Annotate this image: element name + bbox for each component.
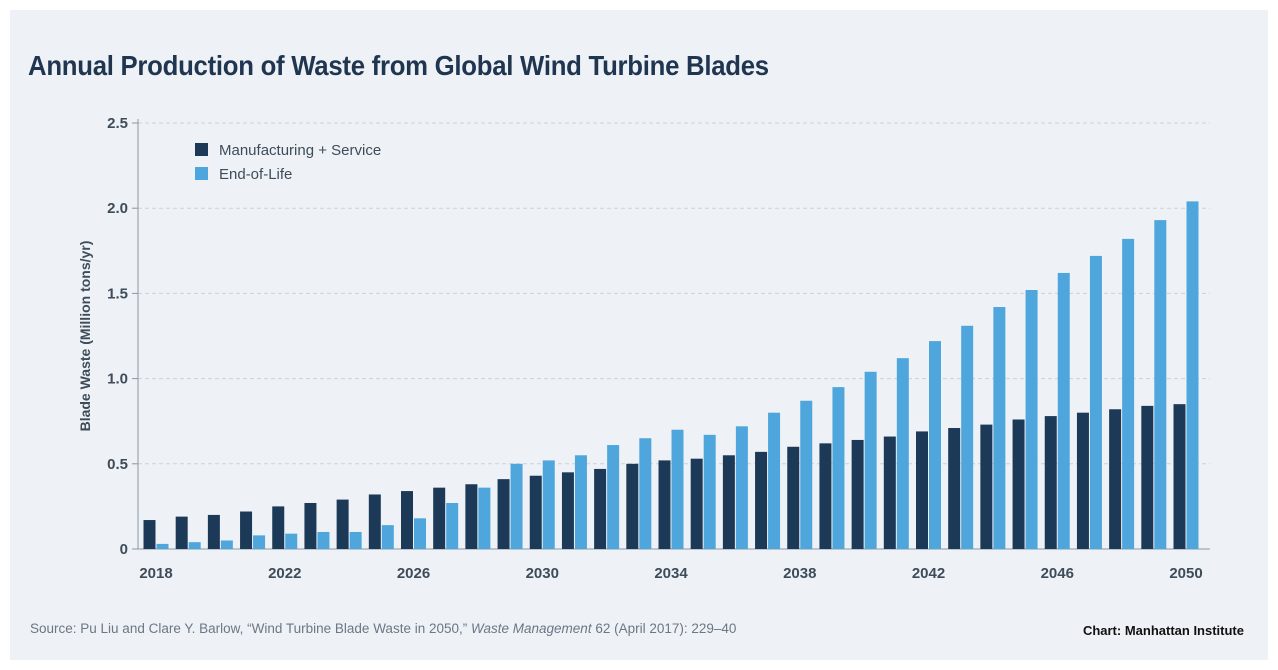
chart-title: Annual Production of Waste from Global W… (28, 50, 769, 81)
x-tick-label-2022: 2022 (268, 565, 301, 582)
bar-manufacturing-2034 (658, 460, 671, 549)
bar-manufacturing-2019 (175, 516, 188, 549)
source-suffix: 62 (April 2017): 229–40 (591, 621, 737, 636)
bar-end-of-life-2046 (1057, 272, 1070, 549)
bar-manufacturing-2027 (433, 487, 446, 549)
x-tick-label-2046: 2046 (1041, 565, 1074, 582)
bar-manufacturing-2025 (368, 494, 381, 549)
bar-end-of-life-2039 (832, 387, 845, 549)
bar-end-of-life-2040 (864, 371, 877, 549)
bar-manufacturing-2030 (529, 475, 542, 549)
bar-end-of-life-2047 (1089, 255, 1102, 550)
bar-end-of-life-2023 (317, 531, 330, 549)
x-tick-label-2034: 2034 (654, 565, 688, 582)
y-tick-label: 0.5 (107, 456, 128, 473)
bar-manufacturing-2050 (1173, 404, 1186, 549)
bar-end-of-life-2036 (735, 426, 748, 549)
x-tick-label-2050: 2050 (1169, 565, 1202, 582)
bar-end-of-life-2033 (639, 438, 652, 549)
bar-manufacturing-2040 (851, 439, 864, 549)
source-note: Source: Pu Liu and Clare Y. Barlow, “Win… (30, 621, 736, 636)
y-tick-label: 2.0 (107, 200, 128, 217)
bar-manufacturing-2043 (948, 428, 961, 549)
bar-end-of-life-2026 (414, 518, 426, 549)
bar-end-of-life-2050 (1186, 201, 1199, 549)
bar-manufacturing-2028 (465, 484, 478, 549)
y-tick-label: 0 (120, 541, 128, 558)
bar-end-of-life-2042 (929, 341, 941, 549)
bar-manufacturing-2049 (1141, 405, 1154, 549)
bar-end-of-life-2041 (896, 358, 909, 549)
bar-manufacturing-2037 (755, 451, 768, 549)
bar-manufacturing-2045 (1012, 419, 1025, 549)
source-prefix: Source: Pu Liu and Clare Y. Barlow, “Win… (30, 621, 471, 636)
bar-manufacturing-2047 (1076, 412, 1089, 549)
bar-end-of-life-2035 (703, 434, 716, 549)
bar-end-of-life-2043 (961, 325, 974, 549)
chart-credit: Chart: Manhattan Institute (1082, 623, 1244, 638)
bar-end-of-life-2022 (285, 533, 298, 549)
y-tick-label: 1.5 (107, 285, 128, 302)
chart-panel: Annual Production of Waste from Global W… (10, 10, 1268, 660)
bar-manufacturing-2033 (626, 463, 639, 549)
bar-manufacturing-2020 (207, 514, 220, 549)
bar-manufacturing-2036 (722, 455, 735, 549)
bar-manufacturing-2046 (1044, 416, 1057, 549)
bar-manufacturing-2026 (401, 491, 413, 549)
x-tick-label-2026: 2026 (397, 565, 430, 582)
x-tick-label-2042: 2042 (912, 565, 945, 582)
legend-label-1: Manufacturing + Service (219, 142, 381, 159)
source-journal: Waste Management (471, 621, 592, 636)
y-tick-label: 2.5 (107, 115, 128, 132)
y-axis-title: Blade Waste (Million tons/yr) (77, 241, 93, 432)
bar-manufacturing-2041 (883, 436, 896, 549)
bar-end-of-life-2029 (510, 463, 523, 549)
bar-end-of-life-2018 (156, 543, 169, 549)
bar-end-of-life-2028 (478, 487, 491, 549)
x-tick-label-2030: 2030 (526, 565, 559, 582)
bar-manufacturing-2022 (272, 506, 285, 549)
bar-manufacturing-2018 (143, 520, 156, 549)
bar-end-of-life-2044 (993, 307, 1006, 549)
bar-manufacturing-2024 (336, 499, 349, 549)
legend-swatch-1 (195, 143, 208, 156)
bar-end-of-life-2025 (381, 525, 394, 549)
bar-end-of-life-2049 (1154, 220, 1167, 550)
bar-manufacturing-2039 (819, 443, 832, 549)
bar-manufacturing-2029 (497, 479, 510, 549)
bar-end-of-life-2045 (1025, 289, 1038, 549)
bar-manufacturing-2042 (916, 431, 928, 549)
bar-end-of-life-2020 (220, 540, 233, 549)
bar-end-of-life-2037 (768, 412, 781, 549)
bar-end-of-life-2048 (1122, 238, 1135, 549)
bar-end-of-life-2021 (253, 535, 266, 549)
bar-manufacturing-2048 (1109, 409, 1122, 549)
bar-end-of-life-2031 (574, 455, 587, 549)
bar-end-of-life-2019 (188, 542, 201, 549)
bar-end-of-life-2030 (542, 460, 555, 549)
x-tick-label-2018: 2018 (139, 565, 172, 582)
bar-end-of-life-2038 (800, 400, 813, 549)
bar-end-of-life-2034 (671, 429, 684, 549)
bar-manufacturing-2023 (304, 502, 317, 549)
bar-chart: 0 0.5 1.0 1.5 2.0 2.5 Blade Waste (Million ton… (77, 115, 1210, 582)
bar-manufacturing-2031 (561, 472, 574, 549)
bar-manufacturing-2035 (690, 458, 703, 549)
bar-manufacturing-2038 (787, 446, 800, 549)
bar-end-of-life-2027 (446, 502, 459, 549)
y-tick-label: 1.0 (107, 371, 128, 388)
x-tick-label-2038: 2038 (783, 565, 816, 582)
bar-manufacturing-2032 (594, 468, 607, 549)
bar-manufacturing-2044 (980, 424, 993, 549)
legend-label-2: End-of-Life (219, 166, 292, 183)
bar-end-of-life-2032 (607, 445, 620, 549)
bar-end-of-life-2024 (349, 531, 362, 549)
bar-manufacturing-2021 (240, 511, 253, 549)
legend-swatch-2 (195, 167, 208, 180)
